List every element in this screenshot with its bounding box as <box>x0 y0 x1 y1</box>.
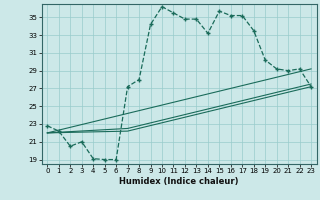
X-axis label: Humidex (Indice chaleur): Humidex (Indice chaleur) <box>119 177 239 186</box>
